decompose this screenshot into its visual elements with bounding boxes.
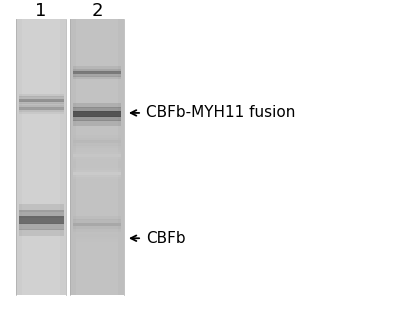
Bar <box>18 94 64 97</box>
Bar <box>73 229 121 232</box>
Text: CBFb-MYH11 fusion: CBFb-MYH11 fusion <box>146 106 295 120</box>
Bar <box>73 222 121 226</box>
Bar <box>18 204 64 211</box>
Bar <box>16 19 66 295</box>
Bar <box>73 103 121 108</box>
Bar <box>73 150 121 152</box>
Bar <box>18 210 64 218</box>
Bar <box>70 19 76 295</box>
Bar <box>73 158 121 161</box>
Bar <box>18 105 64 108</box>
Bar <box>18 223 64 230</box>
Bar <box>73 107 121 112</box>
Bar <box>73 76 121 79</box>
Bar <box>73 145 121 148</box>
Bar <box>73 66 121 69</box>
Bar <box>73 176 121 179</box>
Bar <box>73 156 121 159</box>
Bar <box>73 174 121 177</box>
Bar <box>73 154 121 157</box>
Bar <box>73 229 121 232</box>
Bar <box>73 236 121 239</box>
Bar <box>18 229 64 236</box>
Bar <box>73 71 121 74</box>
Bar <box>60 19 66 295</box>
Bar <box>73 138 121 140</box>
Text: 2: 2 <box>91 2 103 20</box>
Bar <box>73 172 121 175</box>
Bar <box>73 112 121 117</box>
Bar <box>18 112 64 114</box>
Bar <box>73 116 121 121</box>
Bar <box>18 109 64 112</box>
Bar <box>18 103 64 106</box>
Bar <box>73 220 121 223</box>
Bar <box>73 143 121 146</box>
Bar <box>73 216 121 220</box>
Text: CBFb: CBFb <box>146 231 186 246</box>
Bar <box>73 239 121 242</box>
Bar <box>18 216 64 224</box>
Bar <box>73 74 121 77</box>
Bar <box>73 152 121 155</box>
Bar <box>73 168 121 170</box>
Bar <box>18 99 64 102</box>
Bar <box>73 226 121 229</box>
Bar <box>18 107 64 110</box>
Bar <box>70 19 124 295</box>
Bar <box>73 140 121 143</box>
Bar <box>73 170 121 172</box>
Bar <box>73 135 121 138</box>
Bar <box>18 104 64 107</box>
Bar <box>73 69 121 72</box>
Bar <box>73 120 121 126</box>
Bar <box>16 19 22 295</box>
Bar <box>73 234 121 237</box>
Bar <box>73 232 121 234</box>
Bar <box>118 19 124 295</box>
Text: 1: 1 <box>35 2 47 20</box>
Bar <box>18 96 64 99</box>
Bar <box>18 101 64 104</box>
